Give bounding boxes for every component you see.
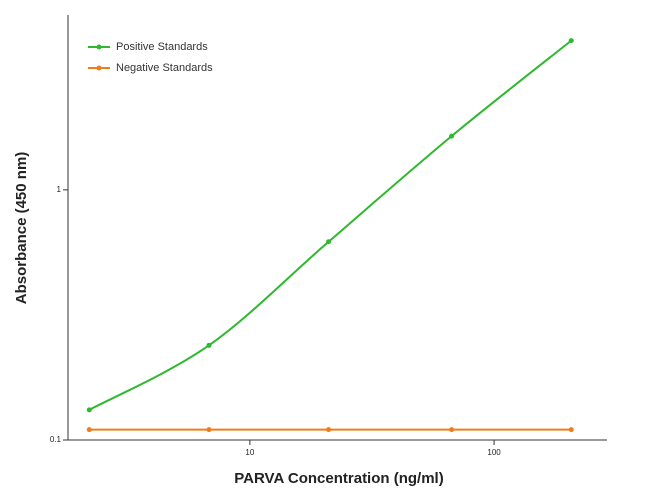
data-point: [449, 133, 455, 139]
data-point: [206, 427, 212, 433]
legend-marker: [96, 44, 102, 50]
legend-marker: [96, 65, 102, 71]
data-point: [568, 427, 574, 433]
x-axis-title: PARVA Concentration (ng/ml): [234, 470, 443, 487]
data-point: [86, 407, 92, 413]
y-tick-label: 0.1: [50, 435, 62, 444]
data-point: [326, 427, 332, 433]
legend-label: Positive Standards: [116, 41, 208, 53]
y-tick-label: 1: [57, 185, 62, 194]
data-point: [206, 342, 212, 348]
data-point: [86, 427, 92, 433]
data-point: [449, 427, 455, 433]
series-line: [88, 39, 572, 411]
x-tick-label: 100: [487, 448, 501, 457]
y-axis-title: Absorbance (450 nm): [13, 152, 30, 305]
data-point: [326, 239, 332, 245]
data-point: [568, 38, 574, 44]
x-tick-label: 10: [245, 448, 254, 457]
legend-label: Negative Standards: [116, 62, 213, 74]
